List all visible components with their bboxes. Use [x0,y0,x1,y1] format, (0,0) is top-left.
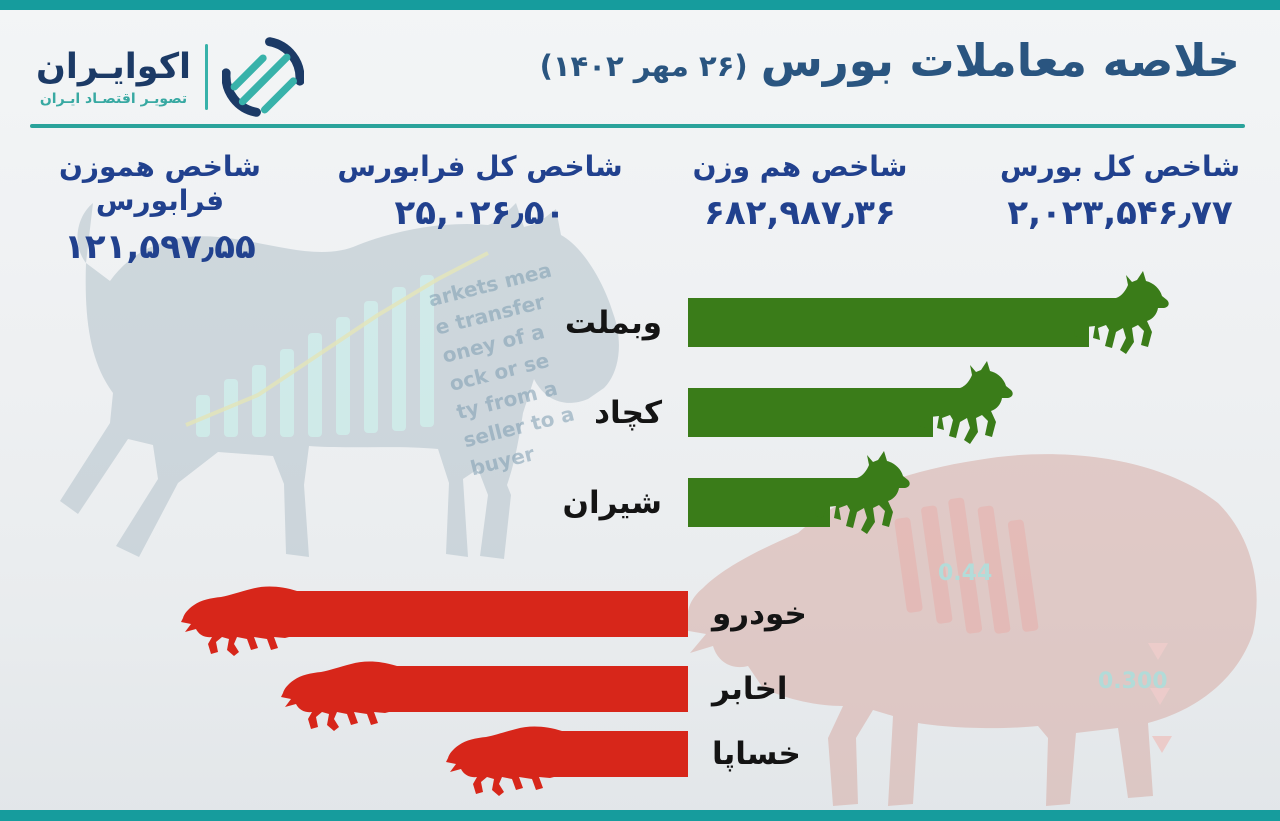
ticker-label: کچاد [594,394,662,431]
background-text-fragments: arkets mea e transfer oney of a ock or s… [425,257,577,481]
ecoiran-logo: اکوایـران تصویـر اقتصـاد ایـران [36,36,305,118]
brand-name: اکوایـران [36,47,192,87]
bull-icon [1074,271,1169,354]
ticker-number: 0.44 [938,561,992,586]
gainer-bar [688,271,1169,354]
stat-equal-weight-index: شاخص هم وزن ۶۸۲,۹۸۷٫۳۶ [640,150,960,267]
ticker-label: اخابر [712,671,788,707]
brand-tagline: تصویـر اقتصـاد ایـران [39,91,188,107]
page-title: خلاصه معاملات بورس (۲۶ مهر ۱۴۰۲) [539,34,1241,87]
ticker-label: شیران [562,484,662,521]
ecoiran-logo-icon [222,37,305,117]
header-divider [30,124,1245,128]
logo-text-block: اکوایـران تصویـر اقتصـاد ایـران [36,47,191,107]
logo-divider-line [205,44,209,110]
ticker-label: وبملت [564,304,662,341]
stat-label: شاخص کل بورس [999,150,1241,183]
loser-bar [181,586,688,656]
top-accent-strip [0,0,1280,10]
gainer-row: کچاد [0,361,1280,444]
stat-value: ۲۵,۰۲۶٫۵۰ [394,193,566,233]
loser-row: خودرو [0,586,1280,656]
stat-value: ۲,۰۲۳,۵۴۶٫۷۷ [1007,193,1233,233]
bear-icon [281,661,397,731]
loser-row: اخابر [0,661,1280,731]
stat-value: ۱۲۱,۵۹۷٫۵۵ [64,227,256,267]
page-title-main: خلاصه معاملات بورس [760,34,1241,87]
ticker-label: خساپا [712,736,801,772]
bull-icon [815,451,910,534]
page-title-date: (۲۶ مهر ۱۴۰۲) [539,49,748,83]
stat-value: ۶۸۲,۹۸۷٫۳۶ [704,193,896,233]
loser-row: خساپا [0,726,1280,796]
gainer-row: شیران [0,451,1280,534]
stat-label: شاخص کل فرابورس [337,150,623,183]
gainer-row: وبملت [0,271,1280,354]
ticker-label: خودرو [712,596,807,632]
stat-otc-equal-weight-index: شاخص هموزن فرابورس ۱۲۱,۵۹۷٫۵۵ [0,150,320,267]
loser-bar [281,661,688,731]
index-stats-row: شاخص کل بورس ۲,۰۲۳,۵۴۶٫۷۷ شاخص هم وزن ۶۸… [0,150,1280,267]
bear-icon [181,586,297,656]
stat-label: شاخص هموزن فرابورس [59,150,261,217]
gainer-bar [688,451,910,534]
bottom-accent-strip [0,810,1280,821]
bull-icon [918,361,1013,444]
stat-label: شاخص هم وزن [692,150,908,183]
gainer-bar [688,361,1013,444]
stat-otc-total-index: شاخص کل فرابورس ۲۵,۰۲۶٫۵۰ [320,150,640,267]
loser-bar [446,726,688,796]
bear-icon [446,726,562,796]
stat-total-index: شاخص کل بورس ۲,۰۲۳,۵۴۶٫۷۷ [960,150,1280,267]
